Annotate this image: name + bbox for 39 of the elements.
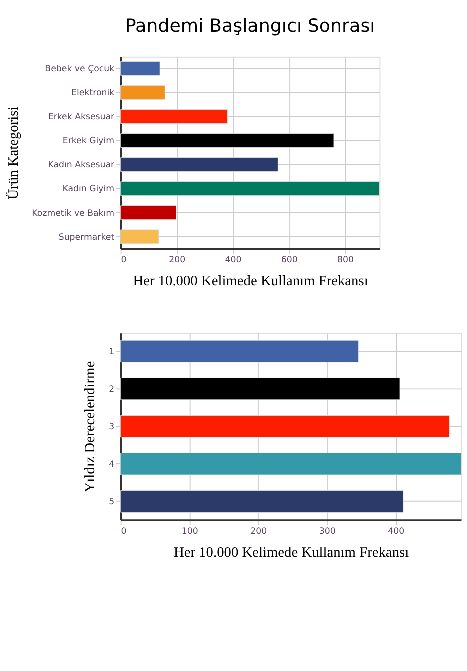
x-tick-label: 800	[337, 256, 354, 266]
x-tick-label: 200	[169, 256, 186, 266]
x-tick-label: 0	[121, 526, 127, 537]
y-tick-label: 5	[109, 498, 115, 508]
bar	[120, 110, 228, 124]
y-tick-label: Bebek ve Çocuk	[45, 64, 115, 75]
y-tick-label: Kadın Giyim	[62, 184, 115, 195]
x-tick-label: 300	[319, 526, 336, 537]
y-tick-label: Erkek Giyim	[62, 136, 115, 147]
y-axis-title: Ürün Kategorisi	[6, 106, 22, 200]
bar	[120, 158, 278, 172]
x-tick-label: 100	[182, 526, 198, 537]
y-tick-label: 4	[109, 460, 115, 470]
bar	[120, 206, 177, 220]
x-tick-label: 0	[121, 256, 127, 266]
y-tick-label: Kadın Aksesuar	[48, 160, 116, 171]
x-axis-title: Her 10.000 Kelimede Kullanım Frekansı	[133, 274, 368, 290]
x-axis-title: Her 10.000 Kelimede Kullanım Frekansı	[174, 545, 410, 561]
x-tick-label: 600	[281, 256, 298, 266]
bar	[120, 490, 404, 513]
y-tick-label: 1	[109, 347, 115, 358]
y-tick-label: 2	[109, 384, 115, 395]
x-tick-label: 200	[250, 526, 268, 537]
y-tick-label: Kozmetik ve Bakım	[32, 208, 115, 219]
chart-title: Pandemi Başlangıcı Sonrası	[125, 16, 376, 37]
bar	[120, 134, 334, 148]
bar	[120, 86, 166, 100]
y-tick-label: 3	[109, 422, 115, 432]
y-axis-title: Yıldız Derecelendirme	[82, 361, 99, 493]
y-tick-label: Elektronik	[72, 88, 115, 99]
bar	[120, 61, 160, 76]
x-tick-label: 400	[225, 256, 242, 266]
bar	[120, 340, 360, 363]
bar	[120, 230, 160, 244]
x-tick-label: 400	[388, 526, 405, 537]
y-tick-label: Supermarket	[58, 232, 116, 243]
y-tick-label: Erkek Aksesuar	[48, 112, 116, 123]
bar	[120, 415, 450, 438]
bar	[120, 378, 400, 400]
